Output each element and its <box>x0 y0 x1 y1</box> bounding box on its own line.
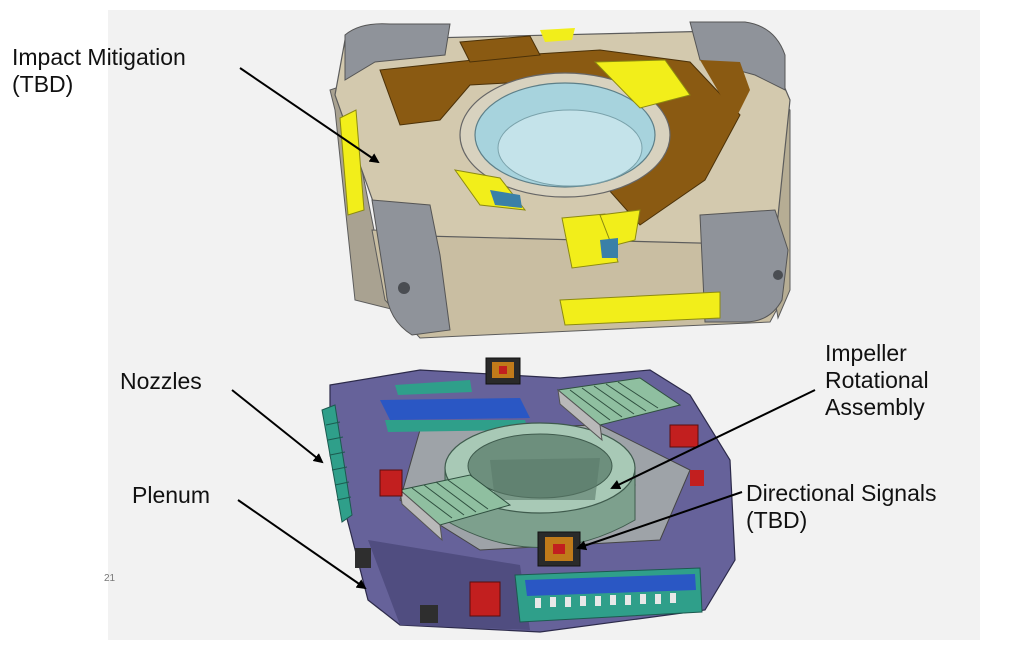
impact-mitigation-label-line2: (TBD) <box>12 71 74 97</box>
directional-signals-label-line2: (TBD) <box>746 507 808 533</box>
directional-signals-label-line1: Directional Signals <box>746 480 937 506</box>
directional-signals-label: Directional Signals (TBD) <box>746 480 936 534</box>
impeller-label-line1: Impeller <box>825 340 907 366</box>
directional-signals-arrow <box>576 491 743 551</box>
fragment-text: 21 <box>104 573 116 584</box>
impeller-arrow <box>610 389 816 490</box>
impeller-label-line3: Assembly <box>825 394 925 420</box>
nozzles-label: Nozzles <box>120 368 202 394</box>
impeller-label-line2: Rotational <box>825 367 929 393</box>
impeller-label: Impeller Rotational Assembly <box>825 340 929 421</box>
plenum-assembly <box>321 357 736 633</box>
plenum-arrow <box>237 499 367 590</box>
impact-mitigation-label: Impact Mitigation (TBD) <box>12 44 186 98</box>
nozzles-arrow <box>231 389 324 464</box>
impact-mitigation-label-line1: Impact Mitigation <box>12 44 186 70</box>
impact-mitigation-arrow <box>239 67 380 164</box>
impact-mitigation-shell <box>329 21 791 339</box>
plenum-label: Plenum <box>132 482 210 508</box>
